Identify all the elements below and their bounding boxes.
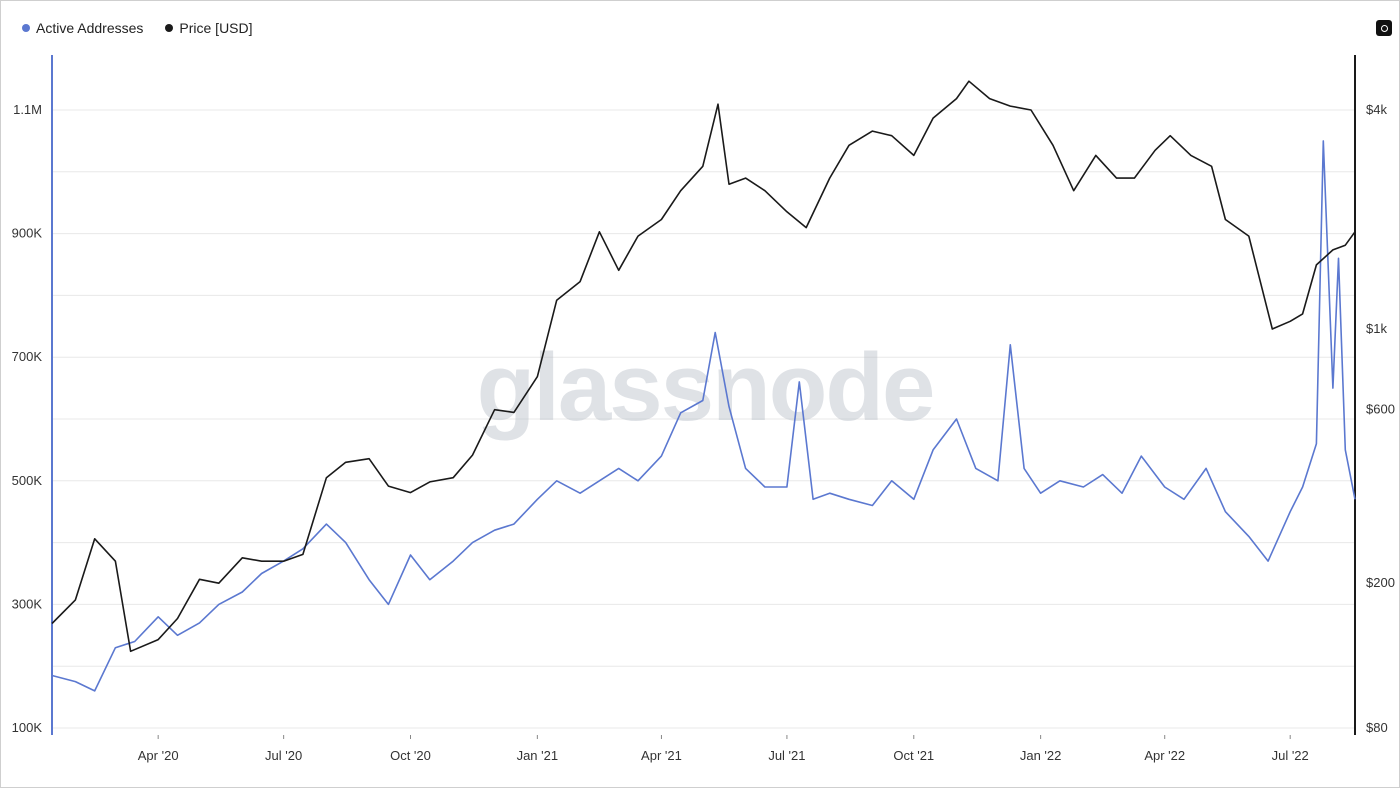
legend-item-active-addresses[interactable]: Active Addresses — [22, 20, 143, 36]
watermark: glassnode — [477, 334, 934, 441]
x-tick-label: Jul '21 — [768, 748, 805, 763]
y-left-tick-label: 900K — [12, 226, 43, 241]
series-line-price — [51, 80, 1356, 653]
y-right-tick-label: $80 — [1366, 720, 1388, 735]
y-right-tick-label: $200 — [1366, 575, 1395, 590]
x-tick-label: Apr '22 — [1144, 748, 1185, 763]
x-tick-label: Apr '20 — [138, 748, 179, 763]
x-tick-label: Jul '20 — [265, 748, 302, 763]
legend-item-price[interactable]: Price [USD] — [165, 20, 253, 36]
y-right-tick-label: $600 — [1366, 402, 1395, 417]
x-tick-label: Jan '21 — [517, 748, 559, 763]
legend: Active Addresses Price [USD] — [22, 20, 253, 36]
y-left-tick-label: 100K — [12, 720, 43, 735]
legend-label-price: Price [USD] — [179, 20, 253, 36]
legend-swatch-price — [165, 24, 174, 32]
y-right-tick-label: $4k — [1366, 102, 1387, 117]
camera-icon[interactable] — [1376, 20, 1392, 36]
y-left-tick-label: 500K — [12, 473, 43, 488]
y-left-tick-label: 1.1M — [13, 102, 42, 117]
x-tick-label: Jul '22 — [1272, 748, 1309, 763]
x-tick-label: Oct '21 — [893, 748, 934, 763]
x-tick-label: Oct '20 — [390, 748, 431, 763]
legend-label-active-addresses: Active Addresses — [36, 20, 144, 36]
y-right-tick-label: $1k — [1366, 321, 1387, 336]
legend-swatch-active-addresses — [22, 24, 30, 32]
y-left-tick-label: 700K — [12, 349, 43, 364]
y-left-tick-label: 300K — [12, 596, 43, 611]
x-tick-label: Jan '22 — [1020, 748, 1062, 763]
x-tick-label: Apr '21 — [641, 748, 682, 763]
series-line-active-addresses — [51, 140, 1356, 692]
